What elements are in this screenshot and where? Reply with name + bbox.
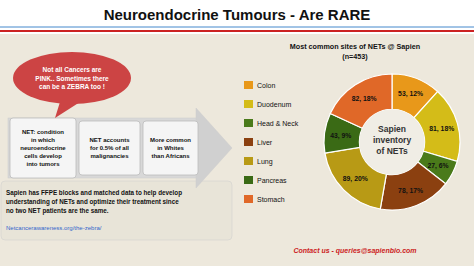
text-line: in Whites: [157, 145, 184, 151]
text-line: malignancies: [90, 153, 129, 159]
center-text: Sapieninventoryof NETs: [373, 124, 412, 156]
info-text: NET accounts for 0.5% of all malignancies: [89, 137, 130, 159]
text-line: no two NET patients are the same.: [6, 207, 109, 215]
bubble-text: Not all Cancers are PINK.. Sometimes ther…: [35, 66, 109, 90]
legend-swatch: [244, 119, 253, 127]
text-line: (n=453): [342, 52, 368, 61]
text-line: in which: [31, 137, 55, 143]
chart: Neuroendocrine Tumours - Are RARE NET: co…: [0, 0, 474, 266]
data-label: 53, 12%: [398, 90, 423, 98]
text-line: neuroendocrine: [20, 145, 66, 151]
title-rule: [0, 27, 474, 28]
text-line: NET: condition: [22, 129, 64, 135]
speech-bubble: [13, 52, 131, 104]
speech-tail: [55, 102, 80, 118]
contact-text: Contact us - queries@sapienbio.com: [293, 247, 416, 255]
text-line: into tumors: [27, 161, 61, 167]
info-text: NET: condition in which neuroendocrine cell…: [20, 129, 66, 167]
data-label: 82, 18%: [352, 95, 377, 103]
text-line: NET accounts: [89, 137, 130, 143]
text-line: Sapien has FFPE blocks and matched data …: [6, 189, 182, 197]
title: Neuroendocrine Tumours - Are RARE: [104, 6, 371, 23]
title-rule: [0, 30, 474, 32]
text-line: can be a ZEBRA too !: [39, 83, 105, 90]
legend-label: Liver: [257, 139, 273, 146]
text-line: cells develop: [24, 153, 62, 159]
text-line: understanding of NETs and optimize their…: [6, 198, 179, 206]
data-label: 27, 6%: [427, 162, 448, 170]
legend-swatch: [244, 176, 253, 184]
info-box: [143, 121, 198, 175]
data-label: 89, 20%: [343, 175, 368, 183]
info-box: [10, 118, 76, 178]
background: [0, 0, 474, 266]
text-line: for 0.5% of all: [90, 145, 129, 151]
data-label: 78, 17%: [398, 187, 423, 195]
legend-swatch: [244, 195, 253, 203]
text-line: Most common sites of NETs @ Sapien: [290, 42, 420, 51]
data-label: 43, 9%: [330, 132, 351, 140]
legend-label: Duodenum: [257, 101, 291, 108]
legend-swatch: [244, 157, 253, 165]
info-text: More common in Whites than Africans: [150, 137, 191, 159]
arrow-tip: [196, 108, 232, 188]
note-box: [1, 181, 232, 240]
legend-swatch: [244, 138, 253, 146]
legend: Colon Duodenum Head & Neck Liver Lung Pancrea…: [244, 81, 299, 203]
legend-label: Lung: [257, 158, 273, 166]
arrow-body: [8, 118, 198, 178]
legend-swatch: [244, 81, 253, 89]
pie-title: Most common sites of NETs @ Sapien(n=453…: [290, 42, 420, 61]
text-line: Sapien: [378, 124, 406, 134]
legend-label: Head & Neck: [257, 120, 299, 127]
donut: Sapieninventoryof NETs 53, 12% 81, 18% 27, …: [324, 74, 460, 210]
text-line: PINK.. Sometimes there: [35, 75, 109, 82]
title-bar: [0, 0, 474, 34]
note-text: Sapien has FFPE blocks and matched data …: [6, 189, 182, 215]
text-line: than Africans: [151, 153, 190, 159]
info-box: [79, 121, 140, 175]
link-text: Netcancerawareness.org/the-zebra/: [6, 225, 102, 231]
text-line: of NETs: [376, 146, 408, 156]
data-label: 81, 18%: [429, 125, 454, 133]
text-line: More common: [150, 137, 191, 143]
text-line: Not all Cancers are: [43, 66, 102, 73]
legend-label: Colon: [257, 82, 275, 89]
legend-swatch: [244, 100, 253, 108]
text-line: inventory: [373, 135, 412, 145]
donut-hole: [359, 109, 424, 174]
legend-label: Stomach: [257, 196, 285, 203]
infographic: NET: condition in which neuroendocrine cell…: [1, 52, 232, 240]
legend-label: Pancreas: [257, 177, 287, 184]
